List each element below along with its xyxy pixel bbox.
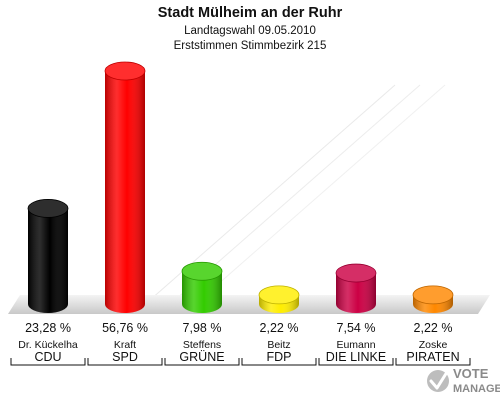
candidate-label: Beitz: [267, 339, 290, 351]
value-label: 2,22 %: [414, 321, 453, 335]
party-label: GRÜNE: [179, 350, 224, 364]
candidate-label: Kraft: [114, 339, 136, 351]
bar-die-linke: [335, 263, 377, 313]
bar-gr-ne: [181, 261, 223, 313]
candidate-label: Eumann: [336, 339, 375, 351]
value-label: 7,54 %: [337, 321, 376, 335]
chart-title: Stadt Mülheim an der Ruhr: [158, 5, 343, 21]
party-label: SPD: [112, 350, 138, 364]
value-label: 56,76 %: [102, 321, 148, 335]
bar-fdp: [258, 285, 300, 313]
value-label: 23,28 %: [25, 321, 71, 335]
logo-manager-text: MANAGER: [453, 383, 500, 395]
bar-cdu: [27, 199, 69, 313]
party-label: FDP: [267, 350, 292, 364]
party-bracket: [318, 358, 394, 366]
party-bracket: [87, 358, 163, 366]
value-label: 2,22 %: [260, 321, 299, 335]
logo-vote-text: VOTE: [453, 366, 489, 381]
candidate-label: Zoske: [419, 339, 448, 351]
party-bracket: [164, 358, 240, 366]
party-label: DIE LINKE: [326, 350, 386, 364]
party-bracket: [395, 358, 471, 366]
candidate-label: Dr. Kückelha: [18, 339, 78, 351]
bar-spd: [104, 61, 146, 313]
chart-subtitle-election: Landtagswahl 09.05.2010: [184, 25, 316, 37]
party-bracket: [241, 358, 317, 366]
chart-subtitle-district: Erststimmen Stimmbezirk 215: [174, 40, 327, 52]
party-label: CDU: [34, 350, 61, 364]
party-label: PIRATEN: [406, 350, 459, 364]
candidate-label: Steffens: [183, 339, 221, 351]
bar-piraten: [412, 285, 454, 313]
value-label: 7,98 %: [183, 321, 222, 335]
votemanager-logo: VOTE MANAGER: [427, 366, 500, 395]
bars-layer: [27, 61, 454, 313]
checkmark-icon: [427, 370, 449, 392]
party-bracket: [10, 358, 86, 366]
